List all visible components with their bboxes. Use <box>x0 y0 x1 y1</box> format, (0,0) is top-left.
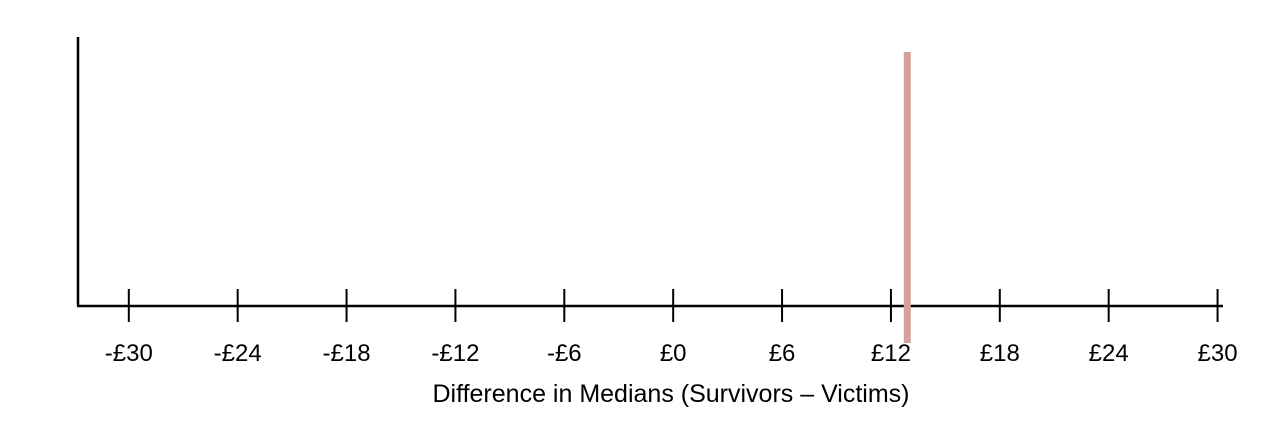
x-tick-label: -£12 <box>431 340 479 367</box>
x-tick-label: -£24 <box>214 340 262 367</box>
x-tick-label: £18 <box>980 340 1020 367</box>
x-tick-label: -£6 <box>547 340 582 367</box>
x-tick-label: -£30 <box>105 340 153 367</box>
x-axis-title: Difference in Medians (Survivors – Victi… <box>432 380 909 408</box>
x-tick-label: £6 <box>769 340 796 367</box>
x-axis-ticks: -£30 -£24 -£18 -£12 -£6 £0 £6 £12 £18 £24 £30 <box>105 289 1238 367</box>
x-tick-label: -£18 <box>323 340 371 367</box>
x-tick-label: £0 <box>660 340 687 367</box>
x-tick-label: £30 <box>1198 340 1238 367</box>
x-tick-label: £12 <box>871 340 911 367</box>
x-tick-label: £24 <box>1089 340 1129 367</box>
